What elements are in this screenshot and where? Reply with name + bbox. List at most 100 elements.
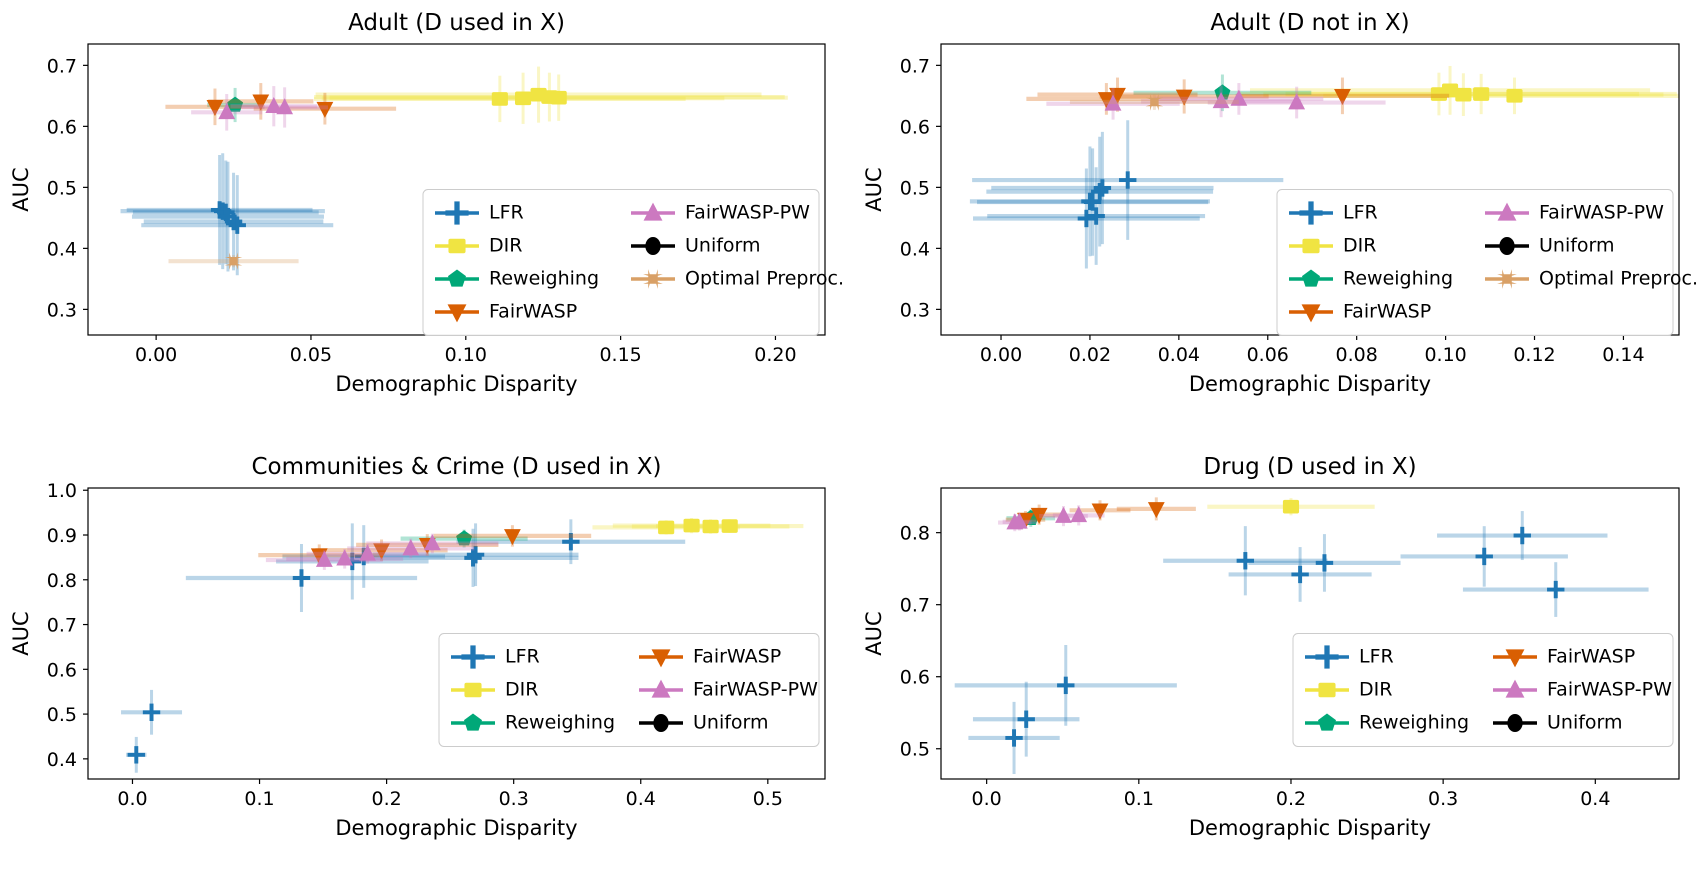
data-point <box>721 519 738 533</box>
legend-marker-x-thick <box>1497 269 1517 289</box>
legend-label: FairWASP-PW <box>1539 202 1664 224</box>
legend-label: Uniform <box>1539 235 1615 257</box>
chart-panel-3: Communities & Crime (D used in X) 0.0 0.1 0… <box>0 444 853 889</box>
legend-box <box>438 633 820 747</box>
y-axis-label: AUC <box>862 611 886 655</box>
legend-marker-circle <box>645 237 661 255</box>
data-point <box>1070 506 1088 523</box>
legend-item-uniform[interactable]: Uniform <box>639 712 769 734</box>
y-tick-label: 0.5 <box>900 739 930 761</box>
data-point <box>456 530 473 546</box>
data-point <box>1010 512 1028 529</box>
legend-label: Optimal Preproc. <box>1539 268 1698 290</box>
legend-item-dir[interactable]: DIR <box>435 235 522 257</box>
legend-item-fairwasp[interactable]: FairWASP <box>1493 646 1635 668</box>
data-point <box>224 252 243 270</box>
legend-item-fairwasp-pw[interactable]: FairWASP-PW <box>1485 202 1664 224</box>
data-point <box>1282 499 1300 514</box>
legend-item-fairwasp[interactable]: FairWASP <box>639 646 781 668</box>
legend-marker-circle <box>1507 714 1523 732</box>
legend: LFR DIR Reweighing FairWASP FairWASP-PW Unifo… <box>422 189 844 336</box>
x-axis: 0.0 0.1 0.2 0.3 0.4 0.5 <box>117 779 783 810</box>
data-point <box>702 519 719 534</box>
x-tick-label: 0.3 <box>499 788 529 810</box>
data-point <box>1057 676 1075 695</box>
data-layer <box>969 65 1679 269</box>
legend-label: DIR <box>1359 679 1392 701</box>
data-point <box>228 216 246 234</box>
legend-item-dir[interactable]: DIR <box>451 679 538 701</box>
legend-marker-triangle-down <box>447 304 467 323</box>
x-tick-label: 0.3 <box>1428 788 1458 810</box>
series-dir <box>314 66 788 124</box>
panel-title: Drug (D used in X) <box>1203 454 1416 480</box>
legend: LFR DIR Reweighing FairWASP FairWASP-PW Unifo… <box>1292 633 1674 747</box>
legend-item-lfr[interactable]: LFR <box>451 645 540 669</box>
legend-item-lfr[interactable]: LFR <box>1289 201 1378 225</box>
y-tick-label: 0.6 <box>900 116 930 138</box>
legend-label: DIR <box>1343 235 1376 257</box>
x-tick-label: 0.05 <box>290 344 332 366</box>
x-axis: 0.0 0.1 0.2 0.3 0.4 <box>972 779 1610 810</box>
legend-item-fairwasp[interactable]: FairWASP <box>1289 301 1431 323</box>
data-point <box>423 534 441 551</box>
series-dir <box>1207 498 1375 516</box>
legend: LFR DIR Reweighing FairWASP FairWASP-PW Unifo… <box>1276 189 1698 336</box>
legend-label: FairWASP <box>489 301 577 323</box>
y-tick-label: 0.4 <box>900 238 930 260</box>
y-axis: 0.5 0.6 0.7 0.8 <box>900 523 941 761</box>
legend-marker-triangle-up <box>643 202 663 221</box>
data-point <box>402 539 420 556</box>
legend-item-uniform[interactable]: Uniform <box>1485 235 1615 257</box>
y-tick-label: 0.5 <box>47 704 77 726</box>
legend-marker-triangle-up <box>1497 202 1517 221</box>
legend-marker-plus <box>445 201 469 225</box>
data-point <box>1547 580 1565 599</box>
data-point <box>550 90 567 105</box>
series-lfr <box>954 511 1649 774</box>
legend-item-fairwasp-pw[interactable]: FairWASP-PW <box>639 679 818 701</box>
data-point <box>1119 171 1137 189</box>
x-tick-label: 0.12 <box>1513 344 1555 366</box>
legend-item-dir[interactable]: DIR <box>1289 235 1376 257</box>
panel-title: Communities & Crime (D used in X) <box>252 454 662 480</box>
y-tick-label: 0.4 <box>47 238 77 260</box>
legend: LFR DIR Reweighing FairWASP FairWASP-PW Unifo… <box>438 633 820 747</box>
x-tick-label: 0.00 <box>980 344 1022 366</box>
y-axis-label: AUC <box>862 167 886 211</box>
legend-item-uniform[interactable]: Uniform <box>631 235 761 257</box>
x-tick-label: 0.2 <box>1276 788 1306 810</box>
legend-item-lfr[interactable]: LFR <box>1305 645 1394 669</box>
data-point <box>464 549 482 567</box>
legend-item-fairwasp[interactable]: FairWASP <box>435 301 577 323</box>
legend-item-dir[interactable]: DIR <box>1305 679 1392 701</box>
legend-label: FairWASP <box>1547 646 1635 668</box>
legend-item-reweighing[interactable]: Reweighing <box>1305 712 1469 734</box>
legend-item-uniform[interactable]: Uniform <box>1493 712 1623 734</box>
x-axis-label: Demographic Disparity <box>335 372 577 396</box>
data-point <box>1147 502 1165 519</box>
y-tick-label: 1.0 <box>47 480 77 502</box>
legend-item-reweighing[interactable]: Reweighing <box>451 712 615 734</box>
legend-item-optimal-preproc[interactable]: Optimal Preproc. <box>1485 268 1698 290</box>
data-point <box>359 544 376 561</box>
data-point <box>1087 207 1105 225</box>
legend-box <box>1276 189 1674 336</box>
x-tick-label: 0.10 <box>445 344 487 366</box>
data-point <box>316 101 334 118</box>
legend-label: Uniform <box>685 235 761 257</box>
series-optimal-preproc <box>168 252 299 270</box>
y-tick-label: 0.4 <box>47 749 77 771</box>
legend-item-lfr[interactable]: LFR <box>435 201 524 225</box>
legend-item-fairwasp-pw[interactable]: FairWASP-PW <box>631 202 810 224</box>
legend-label: FairWASP <box>1343 301 1431 323</box>
legend-item-optimal-preproc[interactable]: Optimal Preproc. <box>631 268 844 290</box>
series-fairwasp-pw <box>191 86 328 131</box>
legend-item-reweighing[interactable]: Reweighing <box>1289 268 1453 290</box>
x-tick-label: 0.4 <box>626 788 656 810</box>
legend-item-reweighing[interactable]: Reweighing <box>435 268 599 290</box>
legend-item-fairwasp-pw[interactable]: FairWASP-PW <box>1493 679 1672 701</box>
series-fairwasp-pw <box>265 533 499 570</box>
data-point <box>252 94 270 111</box>
